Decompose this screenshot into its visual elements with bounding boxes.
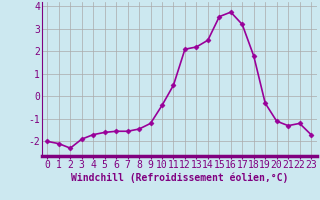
X-axis label: Windchill (Refroidissement éolien,°C): Windchill (Refroidissement éolien,°C) [70, 173, 288, 183]
